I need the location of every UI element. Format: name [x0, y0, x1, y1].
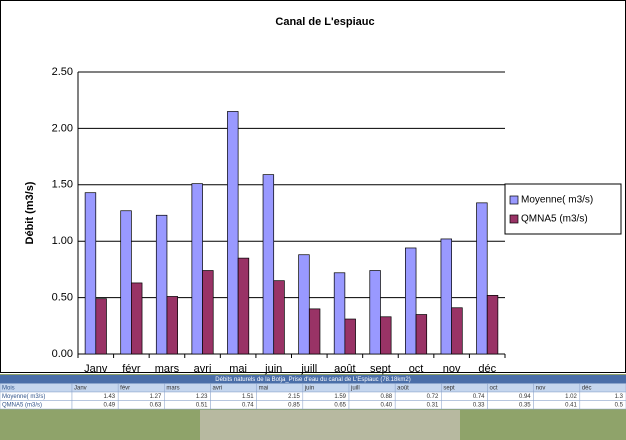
bar	[262, 174, 275, 355]
bar	[166, 296, 178, 355]
table-cell-text: 0.88	[380, 394, 392, 400]
table-cell-text: Moyenne( m3/s)	[2, 394, 45, 400]
bar	[273, 280, 285, 355]
table-cell-text: févr	[120, 385, 130, 391]
table-cell-text: 0.5	[615, 402, 624, 408]
bar	[84, 192, 97, 355]
table-cell-text: mai	[259, 385, 269, 391]
bar	[202, 270, 214, 355]
table-cell-text: 2.15	[288, 394, 300, 400]
table-cell-text: déc	[582, 385, 592, 391]
x-tick-label: déc	[478, 363, 496, 375]
table-cell-text: 1.59	[334, 394, 346, 400]
bar	[131, 282, 143, 355]
x-tick-label: Janv	[84, 363, 108, 375]
legend-swatch	[509, 195, 519, 205]
table-cell-text: oct	[490, 385, 498, 391]
table-cell-text: août	[397, 385, 409, 391]
table-cell-text: juill	[350, 385, 360, 391]
bar	[308, 308, 321, 355]
table-cell-text: 0.74	[242, 402, 254, 408]
x-tick-label: août	[334, 363, 355, 375]
bar	[155, 214, 168, 355]
bar	[344, 318, 356, 355]
table-cell-text: 0.63	[150, 402, 162, 408]
legend-label: Moyenne( m3/s)	[521, 195, 593, 206]
table-cell-text: 1.3	[615, 394, 624, 400]
x-tick-label: juill	[300, 363, 317, 375]
table-cell-text: nov	[536, 385, 546, 391]
bar	[486, 294, 499, 355]
table-cell-text: 1.51	[242, 394, 254, 400]
x-tick-label: mars	[155, 363, 180, 375]
bar	[333, 272, 346, 355]
table-cell-text: 1.27	[150, 394, 162, 400]
background-photo	[200, 410, 460, 440]
table-cell-text: 0.51	[196, 402, 208, 408]
legend-swatch	[509, 214, 519, 224]
table-cell-text: 0.41	[565, 402, 577, 408]
bar	[476, 202, 488, 355]
x-tick-label: juin	[264, 363, 282, 375]
x-tick-label: oct	[409, 363, 424, 375]
table-cell-text: Janv	[74, 385, 87, 391]
bar	[451, 307, 463, 355]
table-title-bg	[0, 375, 626, 384]
bar	[191, 183, 203, 355]
bar	[405, 247, 417, 355]
x-tick-label: sept	[370, 363, 391, 375]
table-cell-text: 1.02	[565, 394, 577, 400]
x-tick-label: févr	[122, 363, 141, 375]
bar	[95, 298, 107, 355]
table-cell-text: Mois	[2, 385, 15, 391]
table-cell-text: avri	[213, 385, 223, 391]
bar	[298, 254, 310, 355]
y-axis-label: Débit (m3/s)	[24, 181, 36, 244]
table-title: Débits naturels de la Botja_Prise d'eau …	[215, 377, 410, 383]
table-cell-text: 0.33	[473, 402, 485, 408]
bar	[369, 270, 381, 355]
bar	[415, 314, 428, 355]
y-tick-label: 1.50	[52, 179, 73, 191]
table-cell-text: 1.23	[196, 394, 208, 400]
table-cell-text: 0.65	[334, 402, 346, 408]
bar	[237, 257, 250, 355]
legend-box	[504, 183, 622, 235]
x-tick-label: avri	[194, 363, 212, 375]
table-cell-text: 0.74	[473, 394, 485, 400]
table-cell-text: 0.40	[380, 402, 392, 408]
y-tick-label: 1.00	[52, 235, 73, 247]
table-cell-text: 0.72	[427, 394, 439, 400]
table-cell-text: mars	[166, 385, 179, 391]
table-cell-text: sept	[443, 385, 455, 391]
table-cell-text: 0.94	[519, 394, 531, 400]
x-tick-label: mai	[229, 363, 247, 375]
bar	[120, 210, 132, 355]
chart-title: Canal de L'espiauc	[275, 16, 374, 28]
table-cell-text: 0.31	[427, 402, 439, 408]
table-cell-text: 0.35	[519, 402, 531, 408]
legend-label: QMNA5 (m3/s)	[521, 214, 588, 225]
bar	[440, 238, 452, 355]
y-tick-label: 2.50	[52, 66, 73, 78]
x-tick-label: nov	[443, 363, 461, 375]
table-cell-text: 1.43	[103, 394, 115, 400]
y-tick-label: 2.00	[52, 122, 73, 134]
bar	[380, 316, 392, 355]
table-cell-text: juin	[304, 385, 314, 391]
y-tick-label: 0.00	[52, 348, 73, 360]
y-tick-label: 0.50	[52, 292, 73, 304]
table-cell-text: 0.85	[288, 402, 300, 408]
table-cell-text: QMNA5 (m3/s)	[2, 402, 42, 408]
table-cell-text: 0.49	[103, 402, 115, 408]
bar	[227, 111, 239, 355]
